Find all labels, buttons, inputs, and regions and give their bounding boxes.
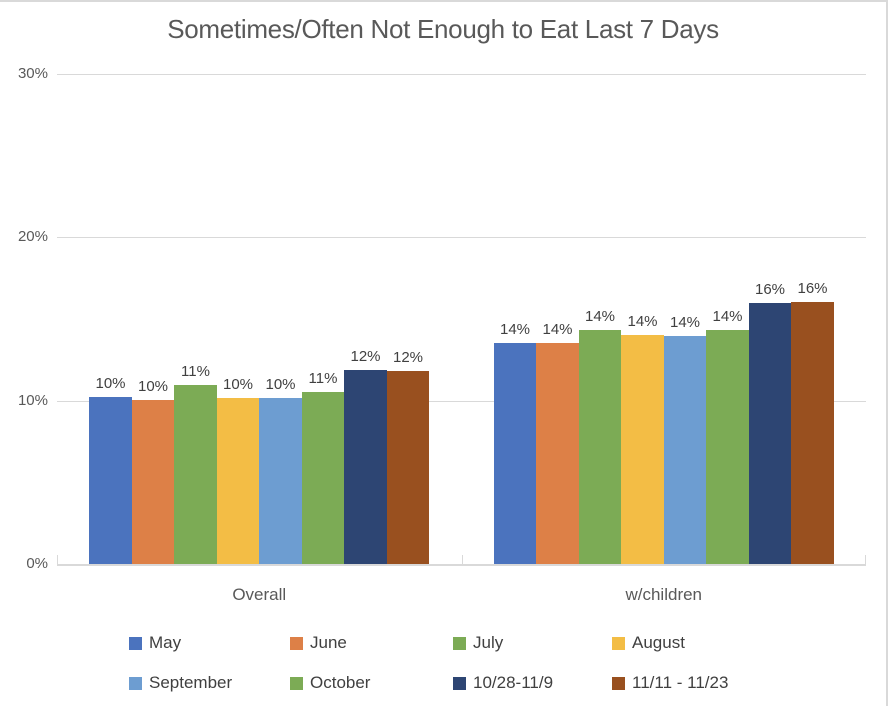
x-axis-tick (57, 555, 58, 564)
bar-July-Overall (174, 385, 217, 564)
legend-swatch-icon (290, 636, 303, 650)
gridline-30% (57, 74, 866, 75)
legend-label: August (632, 633, 685, 652)
gridline-10% (57, 400, 866, 402)
legend-swatch-icon (290, 676, 303, 690)
bar-data-label: 12% (350, 347, 381, 365)
bar-data-label: 11% (181, 363, 210, 381)
legend-swatch-icon (453, 636, 466, 650)
legend-item-October: October (290, 673, 370, 693)
legend-label: May (149, 633, 182, 652)
bar-May-w/children (493, 342, 537, 564)
x-axis-line (57, 564, 866, 566)
legend-label: 10/28-11/9 (473, 673, 554, 692)
x-axis-tick (461, 555, 463, 564)
bar-October-w/children (706, 330, 749, 564)
bar-data-label: 10% (222, 376, 254, 394)
legend-item-June: June (290, 633, 347, 653)
legend-label: September (149, 673, 233, 692)
legend-item-August: August (612, 633, 685, 653)
y-tick-label: 30% (17, 65, 48, 82)
bar-11/11 - 11/23-Overall (386, 371, 430, 564)
y-tick-label: 10% (17, 391, 48, 409)
bar-data-label: 14% (712, 308, 743, 326)
legend-swatch-icon (129, 676, 142, 690)
bar-June-Overall (131, 399, 175, 564)
legend-item-July: July (453, 633, 503, 653)
legend-swatch-icon (129, 636, 142, 650)
bar-September-w/children (663, 336, 707, 564)
bar-data-label: 16% (797, 279, 828, 297)
legend-label: July (473, 633, 504, 652)
chart-title: Sometimes/Often Not Enough to Eat Last 7… (167, 14, 719, 44)
legend-swatch-icon (612, 636, 625, 650)
legend-swatch-icon (453, 676, 466, 690)
bar-data-label: 14% (542, 320, 573, 338)
legend-label: 11/11 - 11/23 (632, 673, 729, 692)
bar-data-label: 12% (392, 349, 424, 367)
bar-11/11 - 11/23-w/children (791, 301, 834, 564)
bar-July-w/children (578, 330, 622, 564)
bar-10/28-11/9-Overall (344, 369, 387, 564)
legend-item-11/11 - 11/23: 11/11 - 11/23 (612, 673, 728, 693)
bar-September-Overall (259, 398, 302, 564)
bar-data-label: 10% (137, 377, 169, 395)
bar-October-Overall (301, 391, 345, 564)
bar-June-w/children (536, 342, 579, 564)
gridline-20% (57, 237, 866, 239)
bar-data-label: 14% (584, 308, 616, 326)
legend-label: October (310, 673, 371, 692)
category-label-Overall: Overall (232, 585, 287, 604)
plot-area: 10% 10% 11% 10% 10% 11% 12% 12% 14% 14% 14% 14% 14% 1… (57, 74, 866, 566)
bar-August-Overall (216, 398, 260, 564)
legend-item-May: May (129, 633, 181, 653)
bar-May-Overall (89, 397, 132, 564)
legend-item-10/28-11/9: 10/28-11/9 (453, 673, 553, 693)
y-tick-label: 0% (26, 555, 48, 572)
bar-data-label: 10% (265, 376, 296, 394)
bar-August-w/children (621, 334, 664, 564)
legend-swatch-icon (612, 676, 625, 690)
category-label-w/children: w/children (625, 585, 703, 604)
y-tick-label: 20% (17, 228, 48, 246)
x-axis-tick (865, 555, 866, 564)
bar-data-label: 14% (627, 312, 658, 330)
bar-data-label: 11% (308, 369, 338, 387)
bar-data-label: 14% (669, 314, 701, 332)
legend-label: June (310, 633, 347, 652)
bar-data-label: 10% (95, 375, 126, 393)
bar-data-label: 16% (754, 280, 786, 298)
legend-item-September: September (129, 673, 232, 693)
bar-10/28-11/9-w/children (748, 302, 792, 564)
bar-data-label: 14% (499, 320, 531, 338)
